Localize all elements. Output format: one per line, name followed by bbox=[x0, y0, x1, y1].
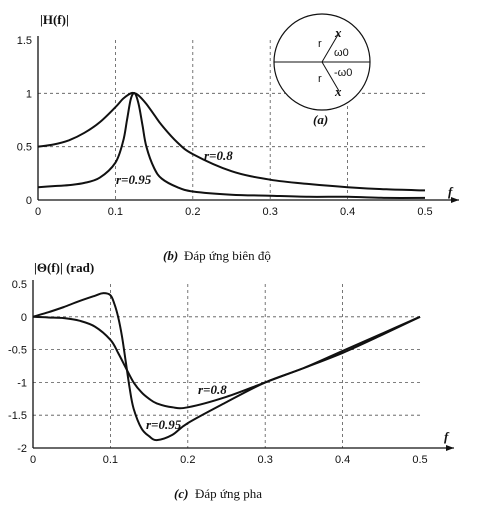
upper-radius-label: r bbox=[318, 38, 322, 50]
phase-caption: (c) Đáp ứng pha bbox=[174, 486, 262, 501]
magnitude-chart: 0 0.1 0.2 0.3 0.4 0.500.511.5 |H(f)| f r=0.8 … bbox=[17, 12, 459, 263]
phase-y-tick-label: 0.5 bbox=[12, 279, 27, 291]
magnitude-tick-labels: 0 0.1 0.2 0.3 0.4 0.5 0 0.5 1 1.5 bbox=[17, 35, 433, 218]
phase-series-label-r095: r=0.95 bbox=[146, 417, 182, 432]
lower-pole-marker: x bbox=[334, 84, 342, 99]
phase-series-label-r08: r=0.8 bbox=[198, 382, 227, 397]
magnitude-grid bbox=[37, 36, 459, 203]
phase-curves bbox=[32, 292, 421, 442]
phase-caption-text: Đáp ứng pha bbox=[195, 486, 262, 501]
phase-x-tick-label: 0.2 bbox=[180, 454, 195, 466]
phase-series-line-r095 bbox=[32, 292, 421, 442]
magnitude-caption-text: Đáp ứng biên độ bbox=[184, 248, 271, 263]
magnitude-y-tick-label: 0.5 bbox=[17, 142, 32, 154]
magnitude-x-tick-label: 0.1 bbox=[108, 206, 123, 218]
phase-x-tick-label: 0.5 bbox=[412, 454, 427, 466]
magnitude-y-tick-label: 0 bbox=[26, 195, 32, 207]
magnitude-x-axis-label: f bbox=[448, 184, 454, 199]
phase-caption-letter: (c) bbox=[174, 486, 188, 501]
phase-y-tick-label: -2 bbox=[17, 443, 27, 455]
lower-pole-radius bbox=[321, 61, 340, 92]
phase-y-tick-label: 0 bbox=[21, 312, 27, 324]
magnitude-y-axis-label: |H(f)| bbox=[40, 12, 69, 27]
phase-y-tick-label: -0.5 bbox=[8, 345, 27, 357]
magnitude-curves bbox=[37, 91, 426, 199]
upper-angle-label: ω0 bbox=[334, 47, 349, 59]
phase-x-tick-label: 0 bbox=[30, 454, 36, 466]
magnitude-series-line-r095 bbox=[37, 92, 426, 199]
magnitude-y-tick-label: 1 bbox=[26, 88, 32, 100]
magnitude-series-label-r095: r=0.95 bbox=[116, 172, 152, 187]
phase-x-axis-label: f bbox=[444, 429, 450, 444]
magnitude-x-tick-label: 0.5 bbox=[417, 206, 432, 218]
phase-x-tick-label: 0.4 bbox=[335, 454, 350, 466]
magnitude-x-tick-label: 0.3 bbox=[263, 206, 278, 218]
magnitude-series-label-r08: r=0.8 bbox=[204, 148, 233, 163]
magnitude-x-tick-label: 0 bbox=[35, 206, 41, 218]
phase-y-tick-label: -1.5 bbox=[8, 410, 27, 422]
phase-y-tick-label: -1 bbox=[17, 377, 27, 389]
magnitude-series-line-r08 bbox=[37, 91, 426, 192]
inset-caption: (a) bbox=[313, 112, 328, 127]
pole-diagram-inset: x x r r ω0 -ω0 (a) bbox=[273, 13, 371, 127]
phase-grid bbox=[32, 280, 454, 451]
phase-y-axis-label: |Θ(f)| (rad) bbox=[34, 260, 94, 275]
magnitude-caption: (b) Đáp ứng biên độ bbox=[163, 248, 271, 263]
phase-tick-labels: 0 0.1 0.2 0.3 0.4 0.5 0.5 0 -0.5 -1 -1.5 -2 bbox=[8, 279, 428, 466]
magnitude-caption-letter: (b) bbox=[163, 248, 178, 263]
upper-pole-marker: x bbox=[334, 25, 342, 40]
lower-angle-label: -ω0 bbox=[334, 67, 352, 79]
magnitude-x-tick-label: 0.4 bbox=[340, 206, 355, 218]
phase-x-tick-label: 0.3 bbox=[258, 454, 273, 466]
lower-radius-label: r bbox=[318, 73, 322, 85]
phase-x-axis-arrow bbox=[446, 445, 454, 451]
magnitude-x-tick-label: 0.2 bbox=[185, 206, 200, 218]
phase-chart: 0 0.1 0.2 0.3 0.4 0.5 0.5 0 -0.5 -1 -1.5 -2 |Θ(f)| … bbox=[8, 260, 454, 501]
upper-pole-radius bbox=[321, 32, 340, 63]
magnitude-y-tick-label: 1.5 bbox=[17, 35, 32, 47]
magnitude-x-axis-arrow bbox=[451, 197, 459, 203]
phase-x-tick-label: 0.1 bbox=[103, 454, 118, 466]
